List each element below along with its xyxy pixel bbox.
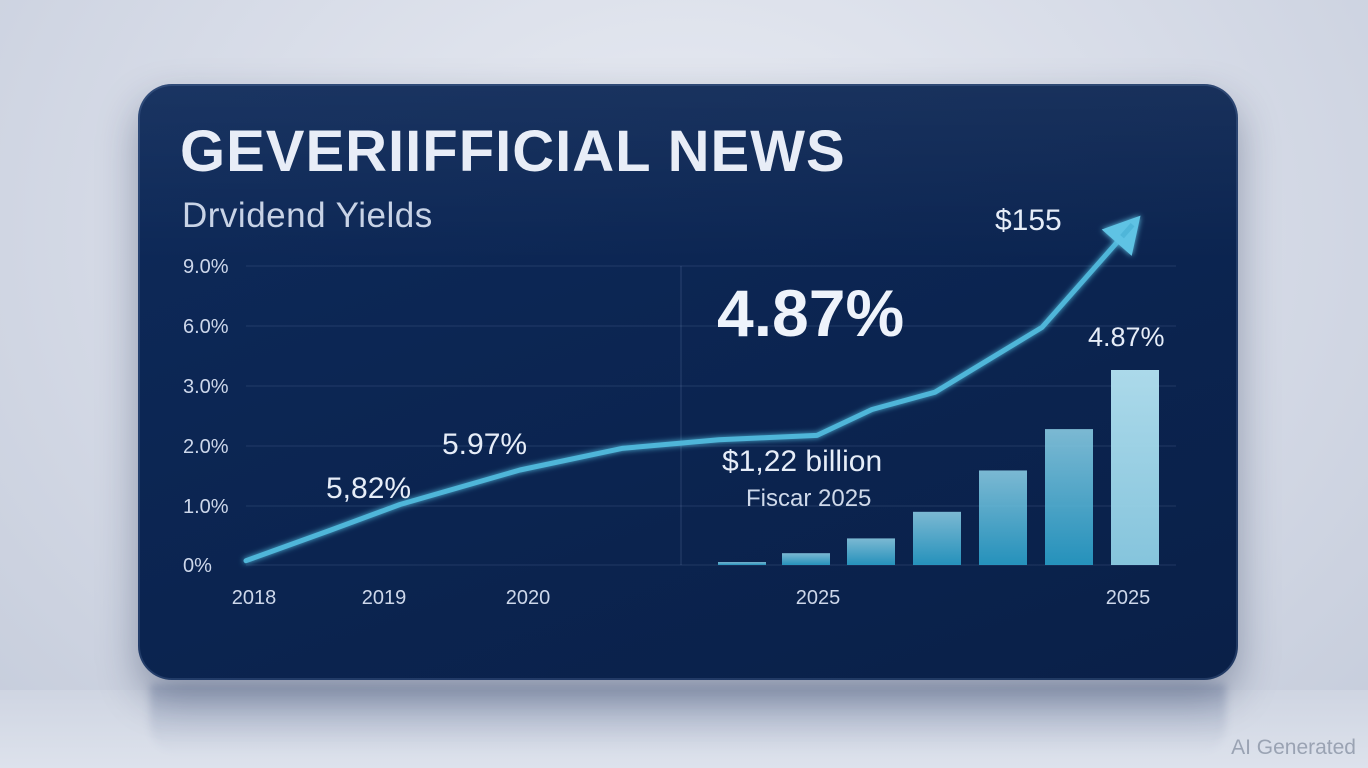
grid-layer xyxy=(246,265,1176,566)
revenue-sub-label: Fiscar 2025 xyxy=(746,485,871,512)
bar xyxy=(718,562,766,565)
trend-arrow-shaft xyxy=(1120,223,1135,239)
ai-generated-watermark: AI Generated xyxy=(1231,736,1356,759)
bar xyxy=(847,538,895,565)
card-reflection xyxy=(150,684,1226,754)
x-tick-label: 2025 xyxy=(1106,587,1151,609)
annotation-layer: $155 4.87% 4.87% 5.97% 5,82% $1,22 billi… xyxy=(326,204,1165,512)
bar xyxy=(1045,429,1093,565)
x-tick-label: 2025 xyxy=(796,587,841,609)
series-line xyxy=(243,234,1125,564)
floor xyxy=(0,690,1368,768)
y-tick-label: 3.0% xyxy=(183,376,229,398)
tick-layer: 9.0% 6.0% 3.0% 2.0% 1.0% 0% 2018 2019 2020 2025 20… xyxy=(183,256,1150,609)
bar-layer xyxy=(718,370,1159,565)
bar xyxy=(782,553,830,565)
y-tick-label: 2.0% xyxy=(183,436,229,458)
card-subtitle: Drvidend Yields xyxy=(182,196,433,235)
peak-value-label: $155 xyxy=(995,204,1062,237)
revenue-label: $1,22 billion xyxy=(722,445,882,478)
point-label-b: 5.97% xyxy=(442,428,527,461)
y-tick-label: 6.0% xyxy=(183,316,229,338)
x-tick-label: 2018 xyxy=(232,587,277,609)
x-tick-label: 2020 xyxy=(506,587,551,609)
y-tick-label: 0% xyxy=(183,555,212,577)
bar xyxy=(1111,370,1159,565)
x-tick-label: 2019 xyxy=(362,587,407,609)
big-value-label: 4.87% xyxy=(717,276,904,350)
point-label-a: 5,82% xyxy=(326,472,411,505)
y-tick-label: 1.0% xyxy=(183,496,229,518)
bar xyxy=(913,511,961,565)
bar xyxy=(979,470,1027,565)
line-layer xyxy=(243,215,1141,564)
card-title: GEVERIIFFICIAL NEWS xyxy=(180,119,846,184)
y-tick-label: 9.0% xyxy=(183,256,229,278)
bar-value-label: 4.87% xyxy=(1088,322,1165,352)
